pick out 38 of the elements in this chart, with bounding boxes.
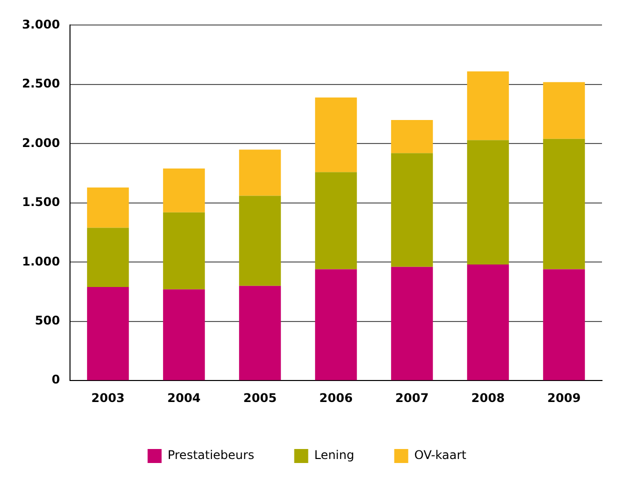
bar (163, 289, 205, 380)
bar (467, 71, 509, 140)
bar (239, 286, 281, 380)
bar (87, 228, 129, 288)
bar (163, 168, 205, 212)
bar (543, 138, 585, 270)
bar (543, 82, 585, 139)
bar (239, 150, 281, 196)
legend-label: Prestatiebeurs (168, 448, 254, 462)
y-tick-label: 0 (52, 372, 60, 387)
bar (467, 264, 509, 380)
x-tick-label: 2009 (547, 390, 581, 405)
y-tick-label: 1.000 (22, 254, 60, 268)
y-tick-label: 3.000 (22, 17, 60, 32)
bar (87, 287, 129, 380)
x-tick-label: 2008 (471, 390, 505, 405)
x-tick-label: 2007 (395, 390, 429, 405)
y-tick-label: 2.500 (22, 76, 60, 91)
x-tick-label: 2004 (167, 390, 201, 405)
bar (467, 140, 509, 265)
bar (315, 269, 357, 380)
bar (239, 196, 281, 286)
bar (391, 153, 433, 267)
x-tick-label: 2005 (243, 390, 277, 405)
y-tick-label: 2.000 (22, 136, 60, 150)
bar (391, 266, 433, 380)
bar (315, 172, 357, 270)
legend-label: Lening (314, 448, 354, 462)
bar (315, 97, 357, 172)
y-tick-label: 500 (34, 313, 60, 328)
x-tick-label: 2003 (91, 390, 125, 405)
bar (391, 120, 433, 154)
y-tick-label: 1.500 (22, 195, 60, 210)
x-tick-label: 2006 (319, 390, 353, 405)
bar (87, 188, 129, 228)
bar (163, 212, 205, 290)
bar (543, 269, 585, 380)
legend-label: OV-kaart (414, 448, 467, 462)
